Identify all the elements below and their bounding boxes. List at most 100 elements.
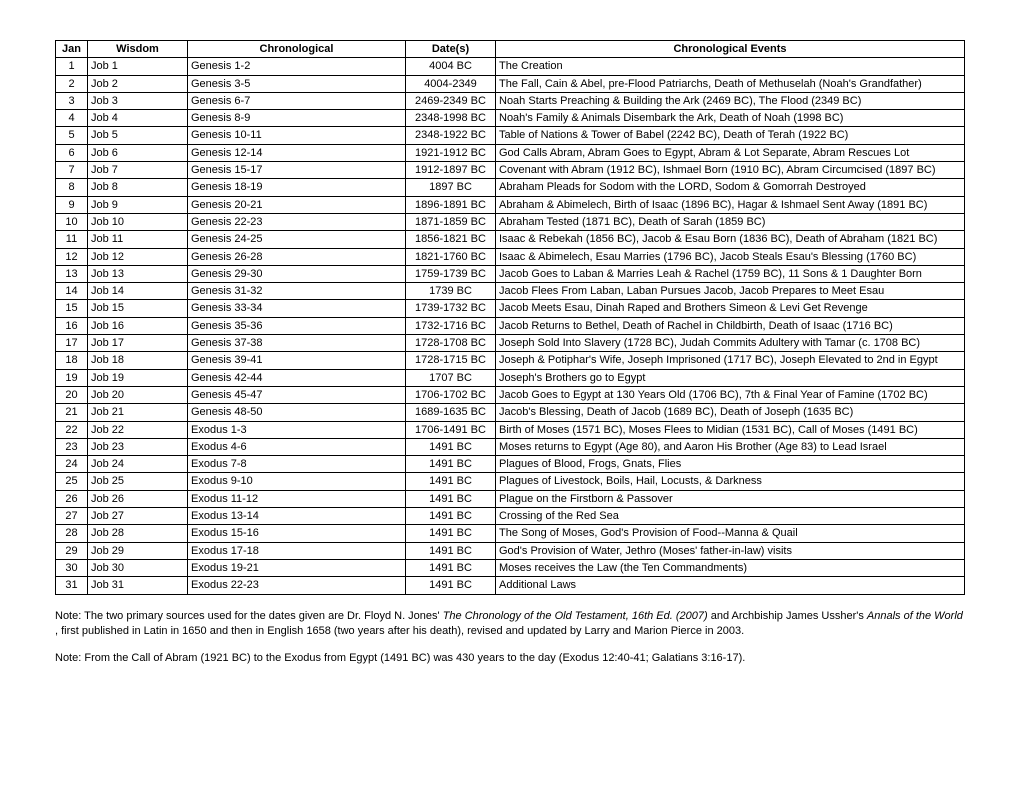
cell-chronological: Exodus 7-8 — [188, 456, 406, 473]
cell-events: Jacob Flees From Laban, Laban Pursues Ja… — [496, 283, 965, 300]
cell-chronological: Exodus 11-12 — [188, 490, 406, 507]
table-row: 23Job 23Exodus 4-61491 BCMoses returns t… — [56, 438, 965, 455]
cell-chronological: Genesis 35-36 — [188, 317, 406, 334]
cell-events: Covenant with Abram (1912 BC), Ishmael B… — [496, 162, 965, 179]
cell-events: Birth of Moses (1571 BC), Moses Flees to… — [496, 421, 965, 438]
cell-events: Abraham Pleads for Sodom with the LORD, … — [496, 179, 965, 196]
cell-dates: 1491 BC — [406, 525, 496, 542]
table-row: 25Job 25Exodus 9-101491 BCPlagues of Liv… — [56, 473, 965, 490]
cell-dates: 1491 BC — [406, 438, 496, 455]
table-row: 6Job 6Genesis 12-141921-1912 BCGod Calls… — [56, 144, 965, 161]
cell-wisdom: Job 27 — [88, 508, 188, 525]
table-row: 12Job 12Genesis 26-281821-1760 BCIsaac &… — [56, 248, 965, 265]
cell-wisdom: Job 15 — [88, 300, 188, 317]
note-citation: Annals of the World — [867, 610, 963, 622]
table-row: 22Job 22Exodus 1-31706-1491 BCBirth of M… — [56, 421, 965, 438]
cell-wisdom: Job 5 — [88, 127, 188, 144]
cell-wisdom: Job 2 — [88, 75, 188, 92]
cell-day: 24 — [56, 456, 88, 473]
cell-chronological: Genesis 15-17 — [188, 162, 406, 179]
table-body: 1Job 1Genesis 1-24004 BCThe Creation2Job… — [56, 58, 965, 594]
cell-wisdom: Job 26 — [88, 490, 188, 507]
cell-events: Joseph's Brothers go to Egypt — [496, 369, 965, 386]
cell-chronological: Genesis 3-5 — [188, 75, 406, 92]
cell-wisdom: Job 18 — [88, 352, 188, 369]
cell-chronological: Genesis 10-11 — [188, 127, 406, 144]
cell-dates: 1871-1859 BC — [406, 213, 496, 230]
cell-events: Jacob Goes to Egypt at 130 Years Old (17… — [496, 386, 965, 403]
note-text: , first published in Latin in 1650 and t… — [55, 625, 744, 637]
cell-dates: 1491 BC — [406, 508, 496, 525]
header-wisdom: Wisdom — [88, 41, 188, 58]
cell-chronological: Exodus 4-6 — [188, 438, 406, 455]
cell-events: Table of Nations & Tower of Babel (2242 … — [496, 127, 965, 144]
cell-events: Plague on the Firstborn & Passover — [496, 490, 965, 507]
table-row: 3Job 3Genesis 6-72469-2349 BCNoah Starts… — [56, 92, 965, 109]
cell-dates: 1728-1708 BC — [406, 335, 496, 352]
cell-dates: 2348-1998 BC — [406, 110, 496, 127]
table-header-row: Jan Wisdom Chronological Date(s) Chronol… — [56, 41, 965, 58]
table-row: 14Job 14Genesis 31-321739 BCJacob Flees … — [56, 283, 965, 300]
cell-wisdom: Job 14 — [88, 283, 188, 300]
cell-events: Plagues of Blood, Frogs, Gnats, Flies — [496, 456, 965, 473]
cell-day: 13 — [56, 265, 88, 282]
table-row: 31Job 31Exodus 22-231491 BCAdditional La… — [56, 577, 965, 594]
cell-day: 26 — [56, 490, 88, 507]
cell-wisdom: Job 30 — [88, 559, 188, 576]
cell-day: 10 — [56, 213, 88, 230]
table-row: 24Job 24Exodus 7-81491 BCPlagues of Bloo… — [56, 456, 965, 473]
cell-dates: 1491 BC — [406, 542, 496, 559]
header-events: Chronological Events — [496, 41, 965, 58]
cell-chronological: Genesis 24-25 — [188, 231, 406, 248]
cell-dates: 2348-1922 BC — [406, 127, 496, 144]
cell-day: 28 — [56, 525, 88, 542]
cell-day: 5 — [56, 127, 88, 144]
cell-dates: 2469-2349 BC — [406, 92, 496, 109]
cell-chronological: Genesis 48-50 — [188, 404, 406, 421]
note-text: Note: The two primary sources used for t… — [55, 610, 443, 622]
cell-dates: 1897 BC — [406, 179, 496, 196]
note-430-years: Note: From the Call of Abram (1921 BC) t… — [55, 651, 965, 666]
cell-day: 7 — [56, 162, 88, 179]
cell-dates: 1728-1715 BC — [406, 352, 496, 369]
cell-day: 12 — [56, 248, 88, 265]
table-row: 2Job 2Genesis 3-54004-2349The Fall, Cain… — [56, 75, 965, 92]
table-row: 1Job 1Genesis 1-24004 BCThe Creation — [56, 58, 965, 75]
table-row: 10Job 10Genesis 22-231871-1859 BCAbraham… — [56, 213, 965, 230]
cell-wisdom: Job 3 — [88, 92, 188, 109]
header-chronological: Chronological — [188, 41, 406, 58]
table-row: 16Job 16Genesis 35-361732-1716 BCJacob R… — [56, 317, 965, 334]
cell-day: 25 — [56, 473, 88, 490]
cell-events: Jacob's Blessing, Death of Jacob (1689 B… — [496, 404, 965, 421]
cell-events: The Creation — [496, 58, 965, 75]
cell-chronological: Genesis 20-21 — [188, 196, 406, 213]
cell-wisdom: Job 11 — [88, 231, 188, 248]
cell-events: The Fall, Cain & Abel, pre-Flood Patriar… — [496, 75, 965, 92]
cell-day: 3 — [56, 92, 88, 109]
cell-wisdom: Job 24 — [88, 456, 188, 473]
table-row: 8Job 8Genesis 18-191897 BCAbraham Pleads… — [56, 179, 965, 196]
cell-chronological: Exodus 9-10 — [188, 473, 406, 490]
cell-day: 2 — [56, 75, 88, 92]
cell-events: Jacob Goes to Laban & Marries Leah & Rac… — [496, 265, 965, 282]
cell-day: 14 — [56, 283, 88, 300]
cell-wisdom: Job 8 — [88, 179, 188, 196]
table-row: 11Job 11Genesis 24-251856-1821 BCIsaac &… — [56, 231, 965, 248]
table-row: 26Job 26Exodus 11-121491 BCPlague on the… — [56, 490, 965, 507]
cell-dates: 1759-1739 BC — [406, 265, 496, 282]
cell-dates: 1706-1702 BC — [406, 386, 496, 403]
cell-events: The Song of Moses, God's Provision of Fo… — [496, 525, 965, 542]
cell-wisdom: Job 23 — [88, 438, 188, 455]
cell-chronological: Genesis 12-14 — [188, 144, 406, 161]
cell-dates: 1491 BC — [406, 456, 496, 473]
cell-wisdom: Job 19 — [88, 369, 188, 386]
chronology-table: Jan Wisdom Chronological Date(s) Chronol… — [55, 40, 965, 595]
header-dates: Date(s) — [406, 41, 496, 58]
cell-chronological: Genesis 26-28 — [188, 248, 406, 265]
table-row: 18Job 18Genesis 39-411728-1715 BCJoseph … — [56, 352, 965, 369]
cell-chronological: Genesis 33-34 — [188, 300, 406, 317]
cell-events: Isaac & Rebekah (1856 BC), Jacob & Esau … — [496, 231, 965, 248]
cell-dates: 1912-1897 BC — [406, 162, 496, 179]
cell-day: 1 — [56, 58, 88, 75]
cell-dates: 1856-1821 BC — [406, 231, 496, 248]
